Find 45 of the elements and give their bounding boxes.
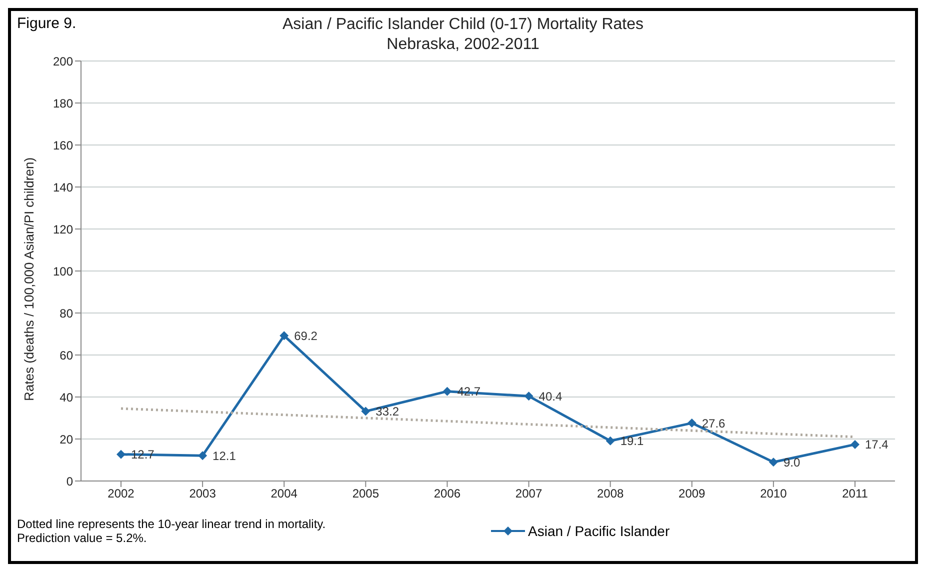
y-tick-label: 100: [52, 264, 74, 278]
x-tick-label: 2005: [352, 486, 380, 501]
data-label: 40.4: [538, 389, 562, 404]
y-tick-label: 40: [60, 390, 74, 404]
y-tick-label: 180: [52, 96, 74, 110]
y-tick-label: 200: [52, 54, 74, 68]
y-tick-label: 60: [60, 348, 74, 362]
x-tick-label: 2010: [760, 486, 788, 501]
point: [606, 436, 615, 446]
point: [280, 331, 289, 340]
chart-title: Asian / Pacific Islander Child (0-17) Mortality Rates: [282, 16, 644, 33]
point: [687, 418, 696, 428]
chart-subtitle: Nebraska, 2002-2011: [386, 35, 540, 55]
data-label: 12.1: [212, 448, 236, 463]
data-label: 69.2: [294, 328, 318, 343]
text: Dotted line represents the 10-year linear trend in mortality. Prediction value = 5.2%.: [17, 517, 327, 545]
x-tick-label: 2009: [678, 486, 706, 501]
caption: Figure 9.: [17, 15, 76, 32]
point: [198, 451, 208, 460]
legend-label: Asian / Pacific Islander: [528, 523, 670, 539]
point: [442, 386, 452, 396]
x-tick-label: 2008: [596, 486, 624, 501]
data-label: 27.6: [702, 416, 726, 430]
y-axis-title: Rates (deaths / 100,000 Asian/PI children): [22, 157, 37, 401]
point: [524, 392, 534, 401]
x-tick-label: 2004: [270, 486, 298, 501]
data-label: 17.4: [865, 438, 889, 452]
data-label: 33.2: [376, 404, 400, 419]
data-label: 19.1: [620, 434, 644, 448]
point: [116, 450, 126, 459]
x-tick-label: 2007: [515, 486, 542, 501]
y-tick-label: 140: [52, 180, 74, 194]
y-tick-label: 120: [52, 222, 74, 236]
point: [361, 406, 370, 416]
data-label: 9.0: [783, 455, 800, 470]
point: [768, 458, 778, 467]
x-tick-label: 2003: [189, 486, 216, 501]
y-tick-label: 0: [66, 474, 74, 488]
y-tick-label: 20: [60, 432, 74, 446]
x-tick-label: 2011: [842, 486, 868, 501]
x-tick-label: 2002: [108, 486, 135, 501]
y-tick-label: 160: [52, 138, 74, 152]
x-tick-label: 2006: [434, 486, 461, 501]
y-tick-label: 80: [60, 306, 74, 320]
point: [850, 440, 860, 449]
